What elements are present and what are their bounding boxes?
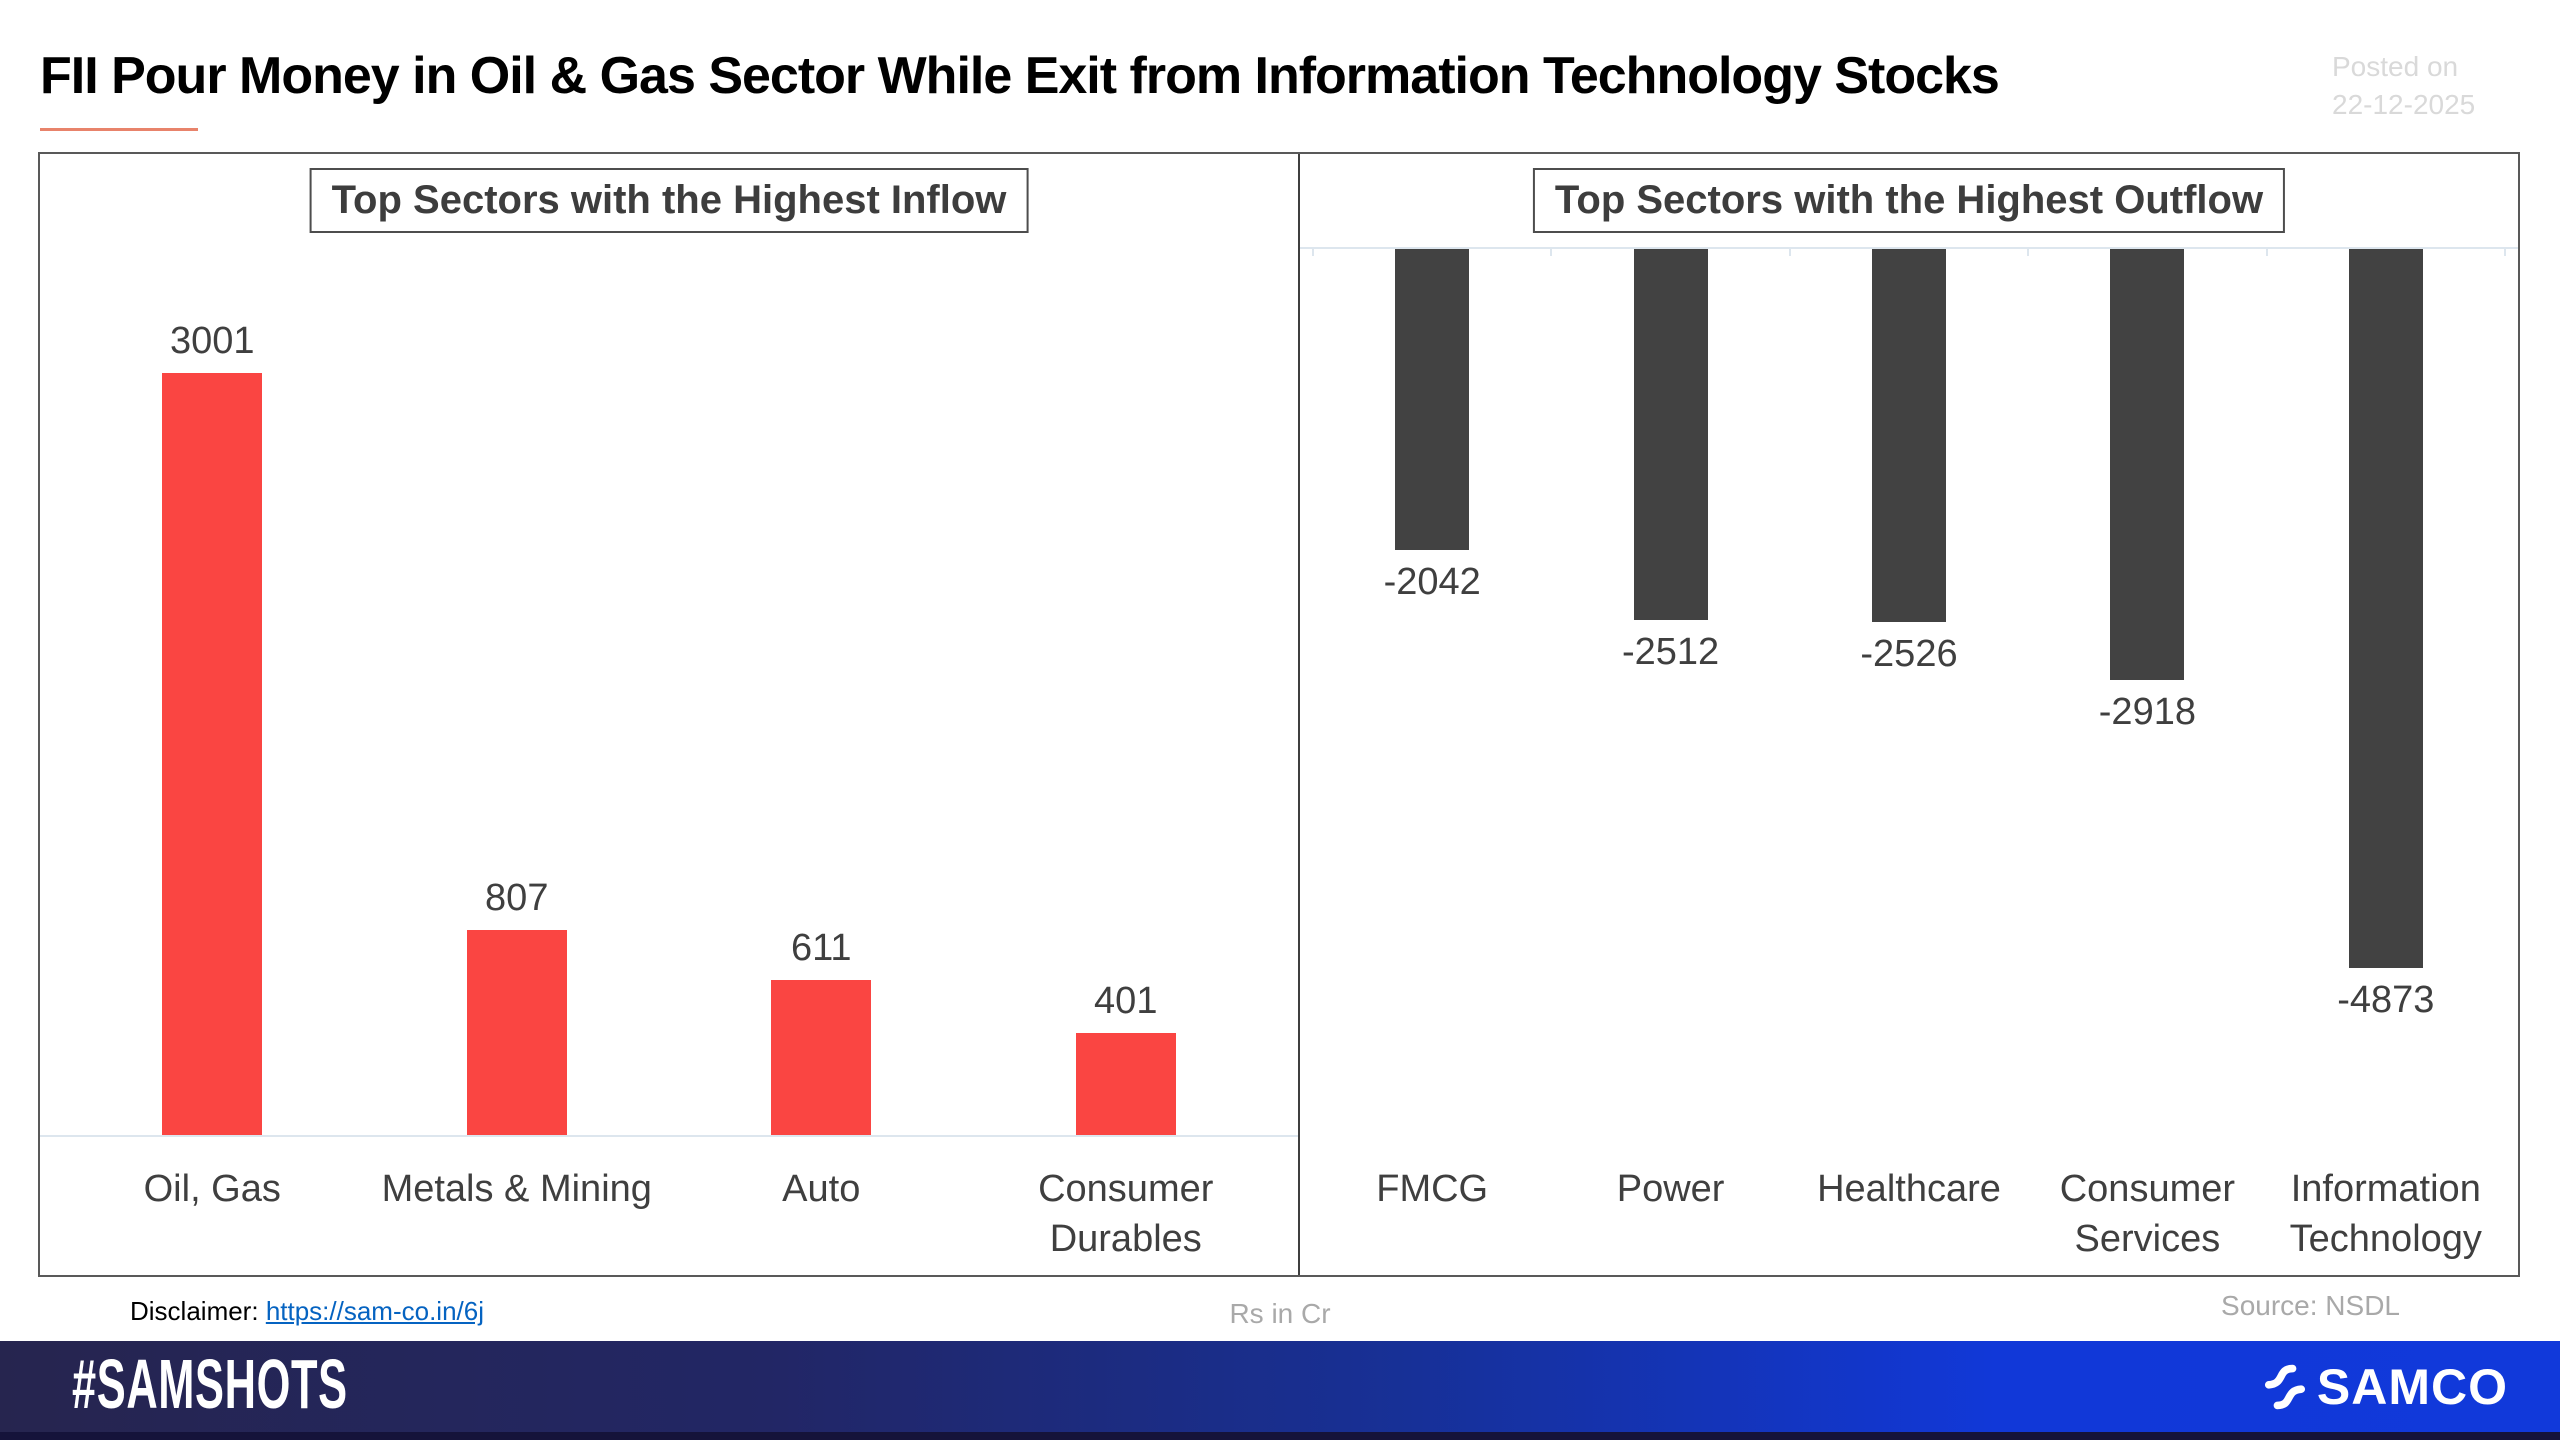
disclaimer: Disclaimer: https://sam-co.in/6j — [130, 1296, 484, 1327]
value-label: -2042 — [1383, 561, 1481, 603]
category-label: Oil, Gas — [143, 1168, 281, 1210]
axis-tick — [2265, 247, 2268, 256]
zero-axis-line — [40, 1135, 1298, 1137]
value-label: 3001 — [169, 320, 255, 362]
value-label: -2512 — [1621, 631, 1720, 673]
bar-oil-gas — [162, 373, 263, 1135]
posted-on-block: Posted on 22-12-2025 — [2332, 48, 2532, 124]
category-label: FMCG — [1376, 1168, 1489, 1210]
axis-tick — [1550, 247, 1553, 256]
value-label: 807 — [485, 877, 549, 919]
samco-logo: SAMCO — [2259, 1358, 2508, 1416]
footer-bottom-strip — [0, 1432, 2560, 1440]
samco-logo-icon — [2264, 1364, 2305, 1409]
value-label: -4873 — [2337, 979, 2435, 1021]
unit-note: Rs in Cr — [1229, 1298, 1331, 1329]
category-label: Consumer Services — [2059, 1168, 2236, 1260]
axis-tick — [1312, 247, 1314, 256]
disclaimer-label: Disclaimer: — [130, 1296, 259, 1326]
charts-container: Top Sectors with the Highest Inflow 3001… — [38, 152, 2520, 1277]
bar-information-technology — [2348, 249, 2423, 968]
category-label: Power — [1616, 1168, 1725, 1210]
axis-tick — [1788, 247, 1791, 256]
category-label: Metals & Mining — [381, 1168, 652, 1210]
bar-power — [1633, 249, 1708, 620]
category-label: Auto — [782, 1168, 861, 1210]
posted-on-date: 22-12-2025 — [2332, 89, 2476, 120]
value-label: 401 — [1094, 980, 1158, 1022]
value-label: -2918 — [2098, 691, 2196, 733]
value-label: 611 — [790, 927, 852, 969]
category-label: Consumer Durables — [1038, 1168, 1214, 1260]
outflow-chart-title: Top Sectors with the Highest Outflow — [1532, 168, 2286, 233]
bar-auto — [771, 980, 872, 1135]
bar-fmcg — [1395, 249, 1470, 550]
disclaimer-link[interactable]: https://sam-co.in/6j — [265, 1296, 485, 1326]
outflow-chart-panel: Top Sectors with the Highest Outflow -20… — [1298, 154, 2518, 1275]
value-label: -2526 — [1860, 633, 1958, 675]
axis-tick — [2027, 247, 2030, 256]
bar-metals-mining — [466, 930, 567, 1135]
footer-bar: #SAMSHOTS SAMCO — [0, 1341, 2560, 1432]
posted-on-label: Posted on — [2332, 51, 2459, 82]
zero-axis-line — [1300, 247, 2518, 249]
category-label: Information Technology — [2289, 1168, 2482, 1260]
bar-healthcare — [1872, 249, 1946, 622]
bar-consumer-durables — [1075, 1033, 1176, 1135]
page-title: FII Pour Money in Oil & Gas Sector While… — [40, 47, 2000, 105]
category-label: Healthcare — [1817, 1168, 2001, 1210]
samshots-hashtag: #SAMSHOTS — [72, 1344, 348, 1423]
axis-tick — [2504, 247, 2506, 256]
bar-consumer-services — [2110, 249, 2185, 680]
inflow-chart-panel: Top Sectors with the Highest Inflow 3001… — [40, 154, 1298, 1275]
title-accent-underline — [40, 128, 198, 131]
samco-logo-text: SAMCO — [2316, 1358, 2508, 1415]
inflow-chart-title: Top Sectors with the Highest Inflow — [309, 168, 1029, 233]
source-note: Source: NSDL — [2221, 1290, 2400, 1321]
